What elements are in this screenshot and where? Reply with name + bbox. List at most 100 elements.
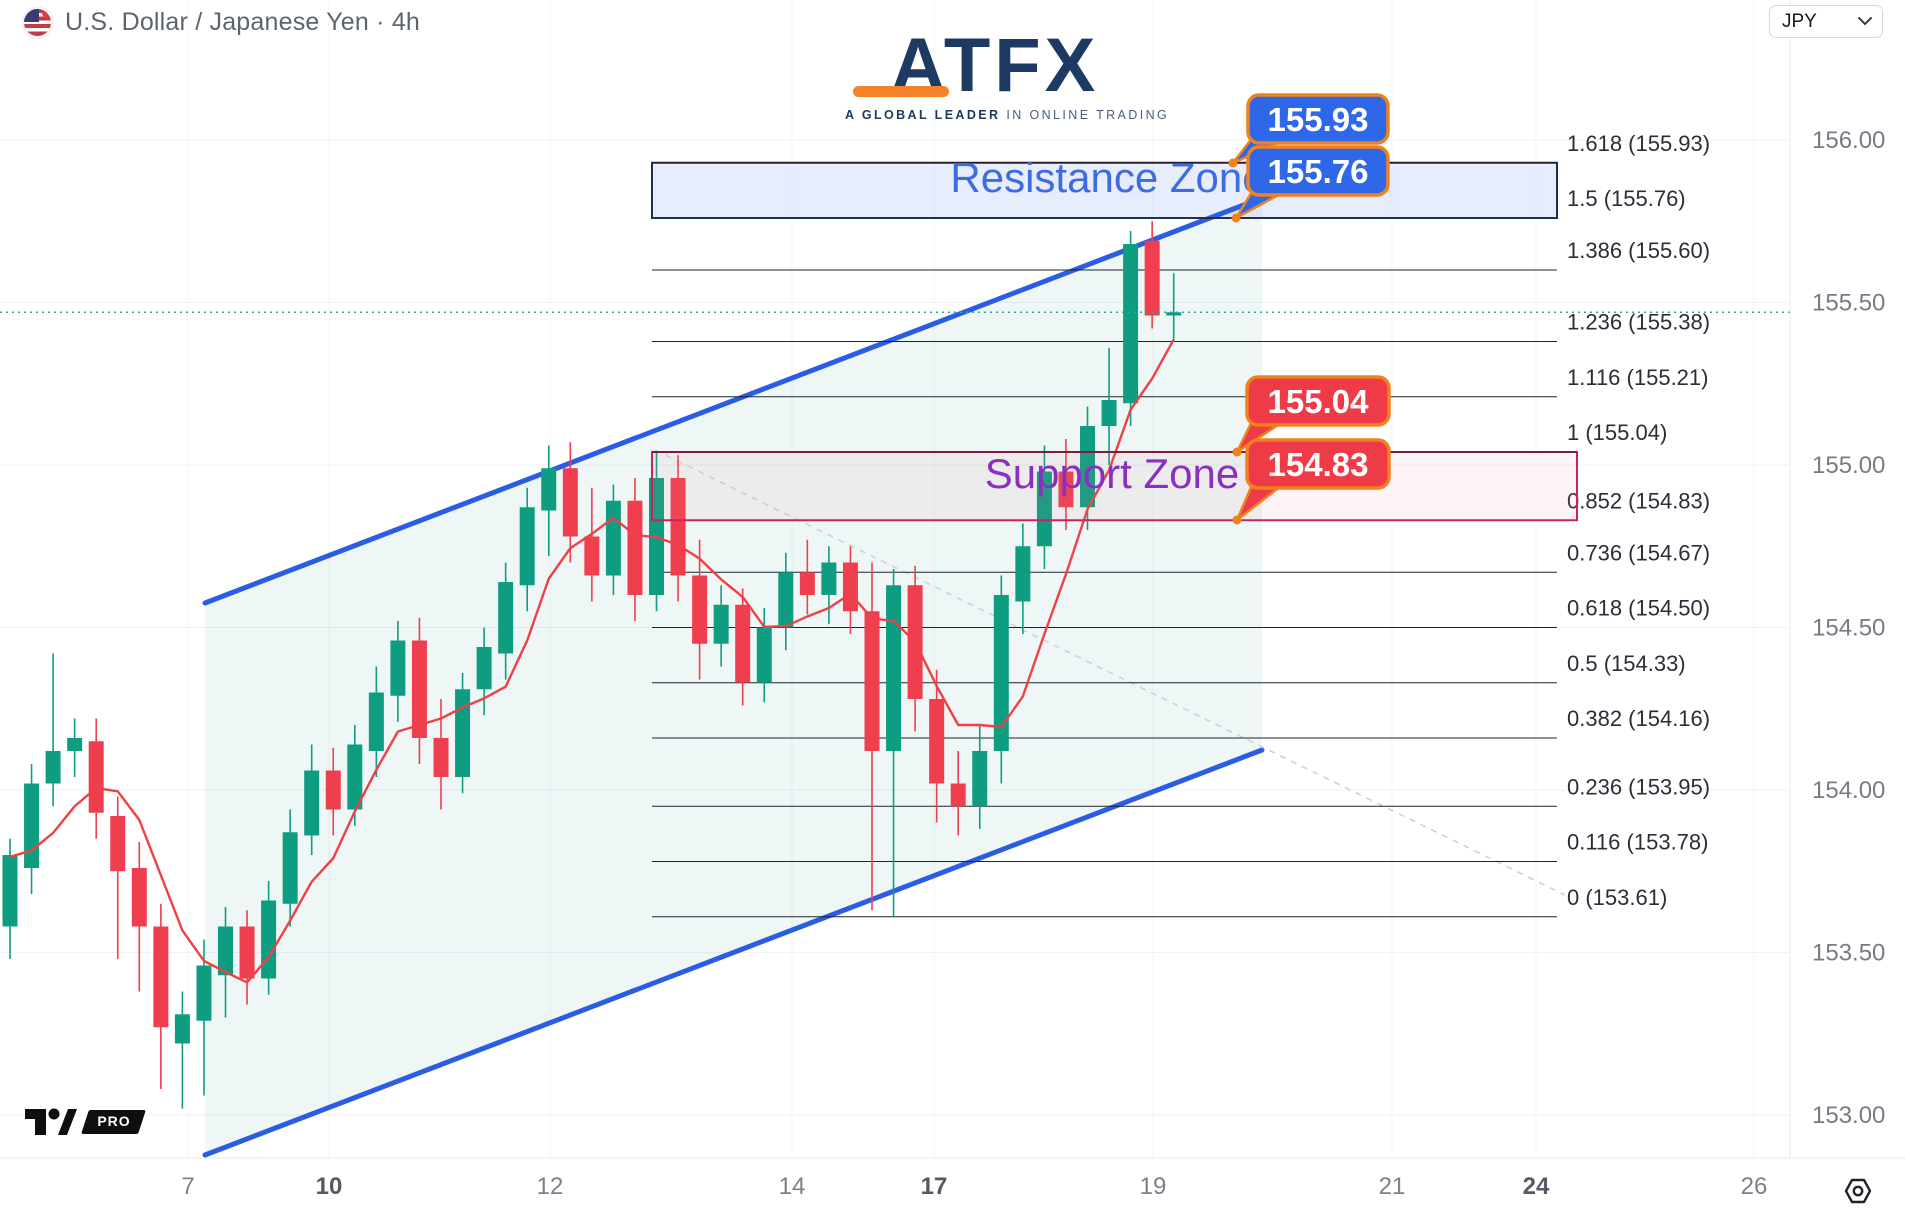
candle-body [88, 741, 104, 813]
fib-level-label: 0.382 (154.16) [1567, 706, 1710, 731]
channel-lower-line[interactable] [202, 747, 1265, 1158]
callout-bubble [1246, 93, 1390, 145]
candle-body [1123, 244, 1139, 404]
callout-anchor-dot [1231, 213, 1241, 223]
candle-body [713, 604, 729, 644]
candle-body [110, 816, 126, 872]
candle-body [670, 478, 686, 576]
candle-body [67, 738, 83, 751]
candle-body [993, 595, 1009, 751]
candle-body [368, 692, 384, 751]
fib-retracement[interactable]: 1.618 (155.93) 1.5 (155.76) 1.386 (155.60)… [652, 131, 1710, 918]
callout-price-label: 155.93 [1268, 101, 1369, 138]
fib-level-label: 0.236 (153.95) [1567, 774, 1710, 799]
candle-body [519, 507, 535, 586]
price-axis-label: 154.00 [1812, 777, 1885, 804]
tradingview-logo[interactable]: PRO [25, 1108, 147, 1136]
time-axis-label: 12 [537, 1173, 564, 1200]
callout-price-label: 155.76 [1268, 153, 1369, 190]
candle-body [455, 689, 471, 777]
candle-body [541, 468, 557, 511]
fib-level-label: 0.5 (154.33) [1567, 651, 1686, 676]
price-callout[interactable]: 154.83 [1232, 438, 1391, 525]
fib-level-label: 0.852 (154.83) [1567, 488, 1710, 513]
callout-bubble [1245, 438, 1391, 490]
time-axis-label: 10 [316, 1173, 343, 1200]
candle-body [778, 572, 794, 628]
candle-body [1015, 546, 1031, 602]
candle-body [476, 647, 492, 690]
price-axis-label: 153.00 [1812, 1102, 1885, 1129]
grid-layer [0, 139, 1790, 1116]
candle-body [282, 832, 298, 904]
candle-body [842, 562, 858, 612]
settings-gear-icon[interactable] [1843, 1176, 1873, 1211]
candle-body [498, 582, 514, 654]
candle-body [347, 744, 363, 810]
time-axis[interactable]: 7 10 12 14 17 19 21 24 26 [0, 1157, 1905, 1200]
candle-body [174, 1014, 190, 1044]
candle-body [2, 855, 18, 927]
fib-level-label: 1.386 (155.60) [1567, 238, 1710, 263]
candle-body [196, 965, 212, 1021]
fib-level-label: 0.618 (154.50) [1567, 596, 1710, 621]
resistance-zone[interactable]: Resistance Zone [651, 154, 1558, 219]
candle-body [627, 500, 643, 595]
candle-body [692, 575, 708, 644]
candle-body [390, 640, 406, 696]
candle-body [1166, 312, 1182, 316]
candle-body [433, 738, 449, 777]
fib-anchor-layer [654, 449, 1566, 896]
candle-body [1101, 400, 1117, 426]
price-axis-label: 155.50 [1812, 290, 1885, 317]
callout-anchor-dot [1232, 447, 1242, 457]
trend-channel [202, 195, 1265, 1158]
fib-level-label: 1.116 (155.21) [1567, 365, 1708, 390]
support-zone[interactable]: Support Zone [651, 450, 1578, 522]
tradingview-icon [25, 1108, 77, 1135]
fib-level-label: 0.116 (153.78) [1567, 830, 1708, 855]
candle-body [756, 627, 772, 683]
candle-body [1144, 240, 1160, 316]
price-callout[interactable]: 155.04 [1232, 375, 1391, 457]
candle-body [218, 926, 233, 976]
price-axis-label: 156.00 [1812, 127, 1885, 154]
ma-line-fast [9, 338, 1175, 984]
callout-anchor-dot [1228, 158, 1238, 168]
symbol-title[interactable]: U.S. Dollar / Japanese Yen · 4h [65, 7, 421, 36]
candle-body [304, 770, 320, 836]
candle-body [1036, 471, 1052, 547]
candle-body [261, 900, 277, 979]
currency-select[interactable]: JPY [1769, 5, 1883, 38]
candle-body [799, 572, 815, 595]
time-axis-label: 19 [1140, 1173, 1167, 1200]
fib-level-label: 0.736 (154.67) [1567, 540, 1710, 565]
candles-layer [2, 221, 1182, 1109]
currency-select-value: JPY [1782, 10, 1817, 32]
atfx-tagline-rest: IN ONLINE TRADING [1006, 108, 1170, 122]
fib-level-label: 1.618 (155.93) [1567, 131, 1710, 156]
callout-price-label: 154.83 [1268, 446, 1369, 483]
fib-level-label: 0 (153.61) [1567, 885, 1667, 910]
price-axis[interactable]: 156.00 155.50 155.00 154.50 154.00 153.50 153.… [1789, 0, 1885, 1158]
candle-body [972, 751, 988, 807]
support-zone-rect [651, 451, 1578, 522]
us-flag-icon [24, 8, 51, 36]
price-axis-label: 154.50 [1812, 615, 1885, 642]
time-axis-label: 21 [1379, 1173, 1406, 1200]
channel-fill [205, 198, 1262, 1155]
candle-body [605, 500, 621, 576]
candle-body [864, 611, 880, 751]
resistance-zone-label: Resistance Zone [950, 154, 1265, 201]
channel-upper-line[interactable] [202, 195, 1265, 606]
atfx-logo-accent-bar [853, 86, 949, 97]
candle-body [24, 783, 40, 868]
candle-body [325, 770, 341, 810]
candle-body [1080, 426, 1095, 508]
candle-body [131, 868, 147, 927]
candle-body [153, 926, 169, 1028]
price-callout[interactable]: 155.93 [1228, 93, 1390, 168]
price-callout[interactable]: 155.76 [1231, 145, 1390, 223]
candle-body [950, 783, 966, 807]
